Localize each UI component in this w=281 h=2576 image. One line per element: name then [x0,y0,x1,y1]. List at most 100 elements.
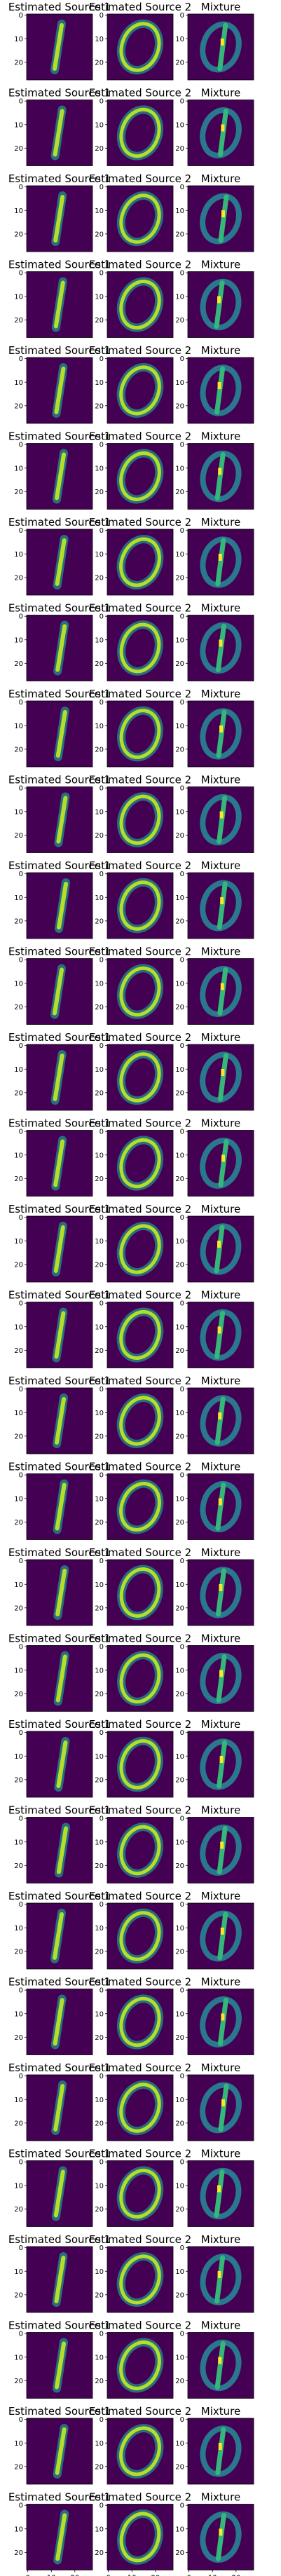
panel-r7-c1: Estimated Source 10 10 20 [8,516,111,596]
y-tick-label: 0 [180,1987,184,1995]
panel-title: Estimated Source 1 [8,946,111,958]
y-tick-label: 0 [19,527,23,535]
y-tick-label: 20 [175,1261,184,1269]
y-tick-label: 10 [175,2354,184,2362]
y-tick-label: 10 [14,36,23,43]
y-tick-label: 0 [180,527,184,535]
panel-title: Estimated Source 2 [89,859,191,872]
panel-title: Mixture [201,1718,240,1731]
axes-frame [107,529,174,596]
y-tick-label: 10 [175,2440,184,2448]
y-tick-label: 20 [175,402,184,410]
y-tick-label: 20 [14,1433,23,1440]
panel-r20-c3: Mixture 0 10 20 [175,1633,254,1712]
panel-r16-c3: Mixture 0 10 20 [175,1289,254,1368]
axes-frame [26,1473,93,1540]
panel-r13-c2: Estimated Source 20 10 20 [89,1031,191,1111]
panel-r14-c2: Estimated Source 20 10 20 [89,1117,191,1197]
y-tick-label: 20 [14,1347,23,1355]
panel-r3-c1: Estimated Source 10 10 20 [8,172,111,252]
panel-r1-c3: Mixture 0 10 20 [175,1,254,81]
y-tick-label: 0 [19,871,23,878]
y-tick-label: 20 [14,918,23,925]
y-tick-label: 0 [100,12,104,20]
panel-title: Mixture [201,602,240,615]
axes-frame [107,1817,174,1883]
axes-frame [107,443,174,510]
y-tick-label: 10 [95,2354,104,2362]
panel-r2-c2: Estimated Source 20 10 20 [89,87,191,166]
axes-frame [187,271,254,338]
y-tick-label: 10 [14,551,23,559]
y-tick-label: 10 [95,808,104,816]
y-tick-label: 20 [175,2291,184,2299]
y-tick-label: 20 [175,1862,184,1870]
y-tick-label: 10 [95,379,104,387]
y-tick-label: 0 [19,1729,23,1737]
y-tick-label: 20 [175,660,184,668]
panel-r2-c3: Mixture 0 10 20 [175,87,254,166]
y-tick-label: 0 [100,957,104,965]
y-tick-label: 10 [14,1581,23,1589]
digit-stroke [53,535,69,590]
y-tick-label: 20 [95,1347,104,1355]
y-tick-label: 0 [180,1644,184,1651]
panel-title: Estimated Source 1 [8,172,111,185]
y-tick-label: 20 [175,1519,184,1527]
digit-stroke [116,1307,164,1363]
panel-title: Estimated Source 1 [8,774,111,786]
y-tick-label: 0 [19,2244,23,2252]
panel-r12-c2: Estimated Source 20 10 20 [89,946,191,1025]
y-tick-label: 20 [14,1776,23,1784]
y-tick-label: 20 [14,1691,23,1698]
y-tick-label: 20 [95,2378,104,2385]
y-tick-label: 0 [100,442,104,449]
digit-stroke [50,1050,67,1105]
y-tick-label: 0 [19,12,23,20]
y-tick-label: 20 [14,489,23,496]
y-tick-label: 10 [95,2526,104,2533]
y-tick-label: 20 [175,1089,184,1097]
digit-stroke [200,1309,242,1361]
y-tick-label: 0 [19,355,23,363]
y-tick-label: 20 [95,746,104,754]
y-tick-label: 0 [100,2159,104,2167]
digit-stroke [116,2166,164,2221]
digit-stroke [200,708,242,760]
y-tick-label: 0 [19,2502,23,2510]
panel-title: Mixture [201,774,240,786]
axes-frame [26,1130,93,1197]
digit-stroke [116,1049,164,1105]
digit-stroke [200,2082,242,2134]
digit-stroke [117,19,163,75]
panel-title: Estimated Source 1 [8,516,111,529]
y-tick-label: 0 [19,2073,23,2080]
panel-r14-c1: Estimated Source 10 10 20 [8,1117,111,1197]
axes-frame [26,2418,93,2485]
axes-frame [107,2332,174,2399]
axes-frame [26,2246,93,2313]
panel-title: Estimated Source 2 [89,1461,191,1473]
panel-r15-c1: Estimated Source 10 10 20 [8,1203,111,1283]
panel-title: Estimated Source 2 [89,2405,191,2418]
y-tick-label: 0 [100,1300,104,1308]
y-tick-label: 20 [14,746,23,754]
panel-r30-c3: Mixture 0 10 20 0 10 20 [175,2491,254,2576]
panel-r25-c3: Mixture 0 10 20 [175,2062,254,2141]
digit-stroke [53,449,68,504]
panel-title: Estimated Source 1 [8,1203,111,1215]
panel-title: Estimated Source 1 [8,859,111,872]
y-tick-label: 10 [14,1323,23,1331]
panel-r17-c2: Estimated Source 20 10 20 [89,1375,191,1454]
y-tick-label: 10 [175,1410,184,1417]
y-tick-label: 0 [19,1042,23,1050]
digit-stroke [116,1994,164,2050]
panel-r8-c1: Estimated Source 10 10 20 [8,602,111,681]
axes-frame [187,443,254,510]
y-tick-label: 20 [175,1347,184,1355]
panel-title: Estimated Source 1 [8,1031,111,1044]
axes-frame [26,271,93,338]
y-tick-label: 20 [95,1604,104,1612]
panel-r16-c2: Estimated Source 20 10 20 [89,1289,191,1368]
y-tick-label: 0 [100,527,104,535]
